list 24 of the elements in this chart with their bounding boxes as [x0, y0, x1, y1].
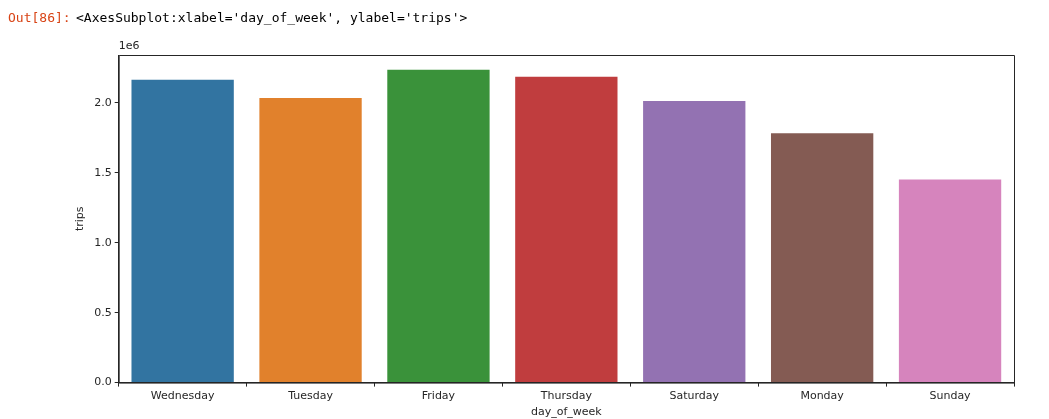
text: Out[86]:	[8, 10, 72, 25]
text: <AxesSubplot:xlabel='day_of_week', ylabel='trips'>	[76, 10, 468, 25]
y-tick-label: 1.5	[94, 165, 112, 179]
x-tick-label: Saturday	[669, 389, 720, 403]
bar	[898, 179, 1002, 383]
text: 1e6	[118, 39, 140, 53]
bar	[387, 69, 490, 383]
bar	[770, 133, 874, 383]
y-axis-title: trips	[73, 206, 87, 232]
bar	[131, 79, 234, 383]
x-tick-label: Friday	[421, 389, 456, 403]
y-tick-label: 2.0	[94, 95, 112, 109]
y-tick-label: 0.5	[94, 305, 112, 319]
bar	[515, 76, 618, 383]
y-tick-label: 0.0	[94, 375, 112, 389]
y-tick-label: 1.0	[94, 235, 112, 249]
bar	[643, 101, 746, 383]
x-tick-label: Sunday	[929, 389, 972, 403]
x-tick-label: Tuesday	[287, 389, 334, 403]
x-axis-title: day_of_week	[530, 405, 603, 419]
x-tick-label: Wednesday	[150, 389, 215, 403]
x-tick-label: Thursday	[539, 389, 593, 403]
bar	[259, 97, 362, 383]
x-tick-label: Monday	[800, 389, 845, 403]
